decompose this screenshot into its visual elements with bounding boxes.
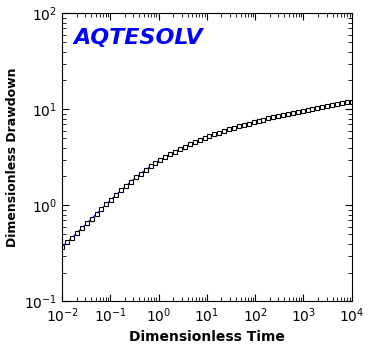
X-axis label: Dimensionless Time: Dimensionless Time [129, 330, 285, 344]
Y-axis label: Dimensionless Drawdown: Dimensionless Drawdown [6, 68, 18, 247]
Text: AQTESOLV: AQTESOLV [74, 28, 204, 48]
